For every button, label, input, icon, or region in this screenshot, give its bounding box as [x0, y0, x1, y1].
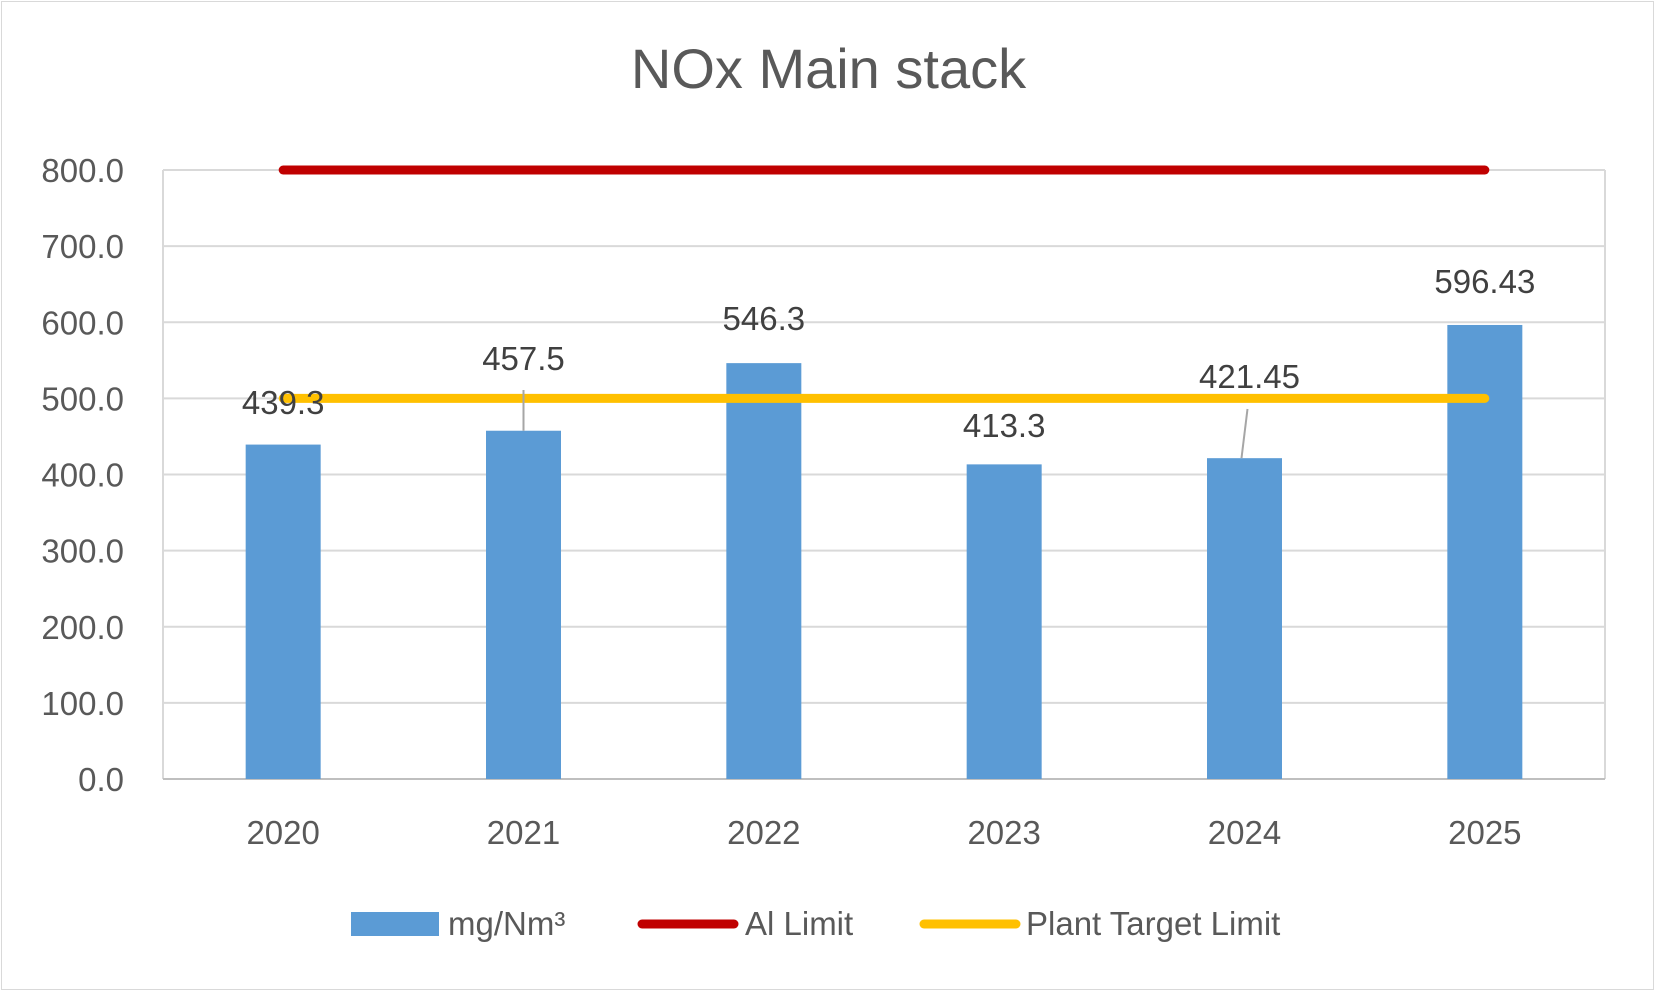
chart-title: NOx Main stack — [630, 37, 1027, 100]
x-tick-label: 2025 — [1448, 814, 1521, 851]
bar-2022 — [726, 363, 802, 779]
leader-line — [1240, 408, 1249, 459]
y-tick-label: 300.0 — [41, 533, 124, 570]
legend-label: Plant Target Limit — [1026, 905, 1280, 942]
x-tick-label: 2022 — [727, 814, 800, 851]
y-tick-label: 800.0 — [41, 152, 124, 189]
data-label: 413.3 — [963, 407, 1046, 444]
bar-2025 — [1447, 324, 1523, 779]
data-label: 421.45 — [1199, 358, 1300, 395]
legend-label: Al Limit — [745, 905, 853, 942]
x-tick-label: 2024 — [1208, 814, 1281, 851]
bar-2023 — [966, 464, 1042, 779]
y-tick-label: 500.0 — [41, 380, 124, 417]
bar-2020 — [245, 444, 321, 779]
x-tick-label: 2020 — [246, 814, 319, 851]
data-label: 457.5 — [482, 340, 565, 377]
y-tick-label: 200.0 — [41, 609, 124, 646]
x-tick-label: 2023 — [967, 814, 1040, 851]
x-tick-label: 2021 — [487, 814, 560, 851]
y-tick-label: 0.0 — [78, 761, 124, 798]
legend-label: mg/Nm³ — [448, 905, 565, 942]
bar-2024 — [1207, 458, 1282, 779]
data-label: 439.3 — [242, 384, 325, 421]
data-label: 596.43 — [1434, 263, 1535, 300]
y-tick-label: 700.0 — [41, 228, 124, 265]
data-label: 546.3 — [723, 300, 806, 337]
y-tick-label: 600.0 — [41, 304, 124, 341]
y-tick-label: 400.0 — [41, 457, 124, 494]
y-tick-label: 100.0 — [41, 685, 124, 722]
legend-swatch — [351, 912, 439, 936]
bar-2021 — [486, 430, 561, 779]
